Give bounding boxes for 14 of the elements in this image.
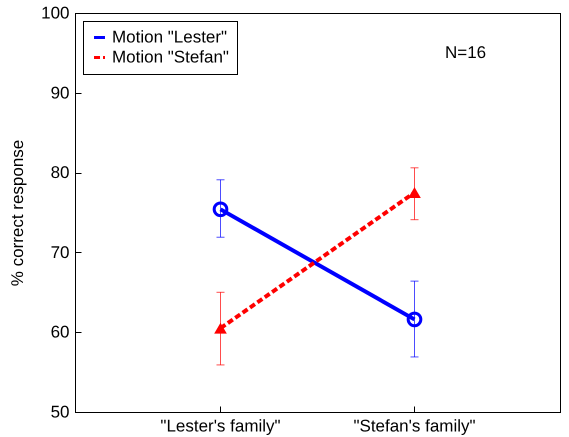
y-tick-label: 100 xyxy=(41,4,70,22)
x-tick-label: "Stefan's family" xyxy=(353,416,476,436)
point xyxy=(406,312,422,328)
legend-label: Motion "Lester" xyxy=(112,28,228,46)
point xyxy=(212,201,228,218)
x-tick-label: "Lester's family" xyxy=(160,416,281,436)
y-tick-label: 50 xyxy=(50,402,70,422)
y-tick-label: 60 xyxy=(50,322,70,342)
annotation: N=16 xyxy=(445,43,486,62)
legend-label: Motion "Stefan" xyxy=(112,48,229,66)
y-axis-title: % correct response xyxy=(8,140,28,286)
y-tick-label: 70 xyxy=(50,242,70,262)
y-tick-label: 90 xyxy=(50,83,70,102)
y-tick-label: 80 xyxy=(50,163,70,182)
